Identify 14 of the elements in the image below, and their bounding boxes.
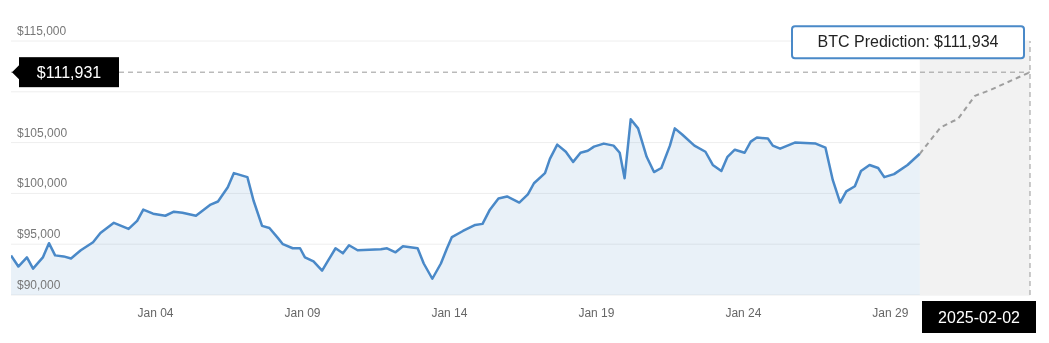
x-tick-label: Jan 29 [872, 306, 909, 320]
y-tick-label: $105,000 [17, 125, 68, 140]
x-tick-label: Jan 09 [284, 306, 321, 320]
ref-line-label: 2025-02-02 [938, 309, 1021, 326]
y-tick-label: $100,000 [17, 176, 68, 191]
x-tick-label: Jan 04 [137, 306, 174, 320]
x-tick-label: Jan 19 [578, 306, 615, 320]
y-tick-label: $115,000 [17, 24, 67, 38]
ref-line-label: $111,931 [36, 64, 102, 82]
y-tick-label: $90,000 [17, 278, 61, 292]
y-tick-label: $95,000 [17, 227, 61, 242]
x-tick-label: Jan 24 [725, 306, 762, 320]
annotation: BTC Prediction: $111,934 [817, 33, 999, 51]
x-tick-label: Jan 14 [431, 306, 468, 320]
